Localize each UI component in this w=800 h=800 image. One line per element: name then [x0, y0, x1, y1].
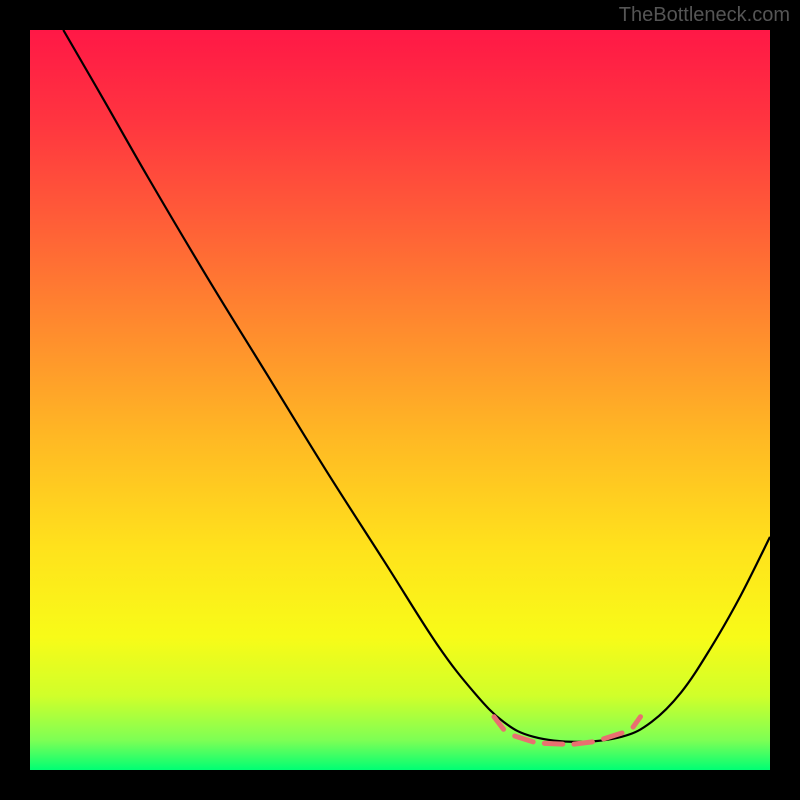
chart-container: [30, 30, 770, 770]
curve-overlay: [30, 30, 770, 770]
watermark-text: TheBottleneck.com: [619, 4, 790, 27]
bottleneck-curve: [63, 30, 770, 742]
